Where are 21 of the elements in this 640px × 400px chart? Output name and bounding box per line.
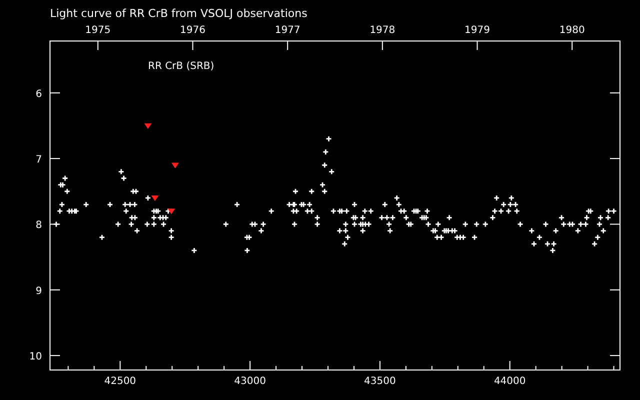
x2-tick-label: 1979 — [464, 25, 490, 36]
x2-tick-label: 1980 — [559, 25, 585, 36]
y-tick-label: 6 — [36, 88, 42, 100]
x-tick-label: 44000 — [494, 376, 526, 387]
x2-tick-label: 1976 — [180, 25, 206, 36]
point — [144, 123, 152, 129]
x-tick-label: 43000 — [234, 376, 266, 387]
point — [168, 208, 175, 214]
x2-tick-label: 1975 — [85, 25, 111, 36]
y-tick-label: 9 — [36, 286, 42, 297]
chart-title: Light curve of RR CrB from VSOLJ observations — [50, 7, 308, 20]
point — [152, 196, 158, 201]
y-tick-label: 8 — [36, 220, 42, 232]
point — [172, 162, 179, 168]
y-tick-label: 10 — [29, 352, 42, 363]
annotation: RR CrB (SRB) — [148, 61, 214, 72]
x-tick-label: 42500 — [104, 376, 136, 387]
x-tick-label: 43500 — [364, 376, 396, 387]
x2-tick-label: 1977 — [274, 25, 300, 36]
y-tick-label: 7 — [36, 154, 42, 166]
x2-tick-label: 1978 — [370, 25, 396, 36]
